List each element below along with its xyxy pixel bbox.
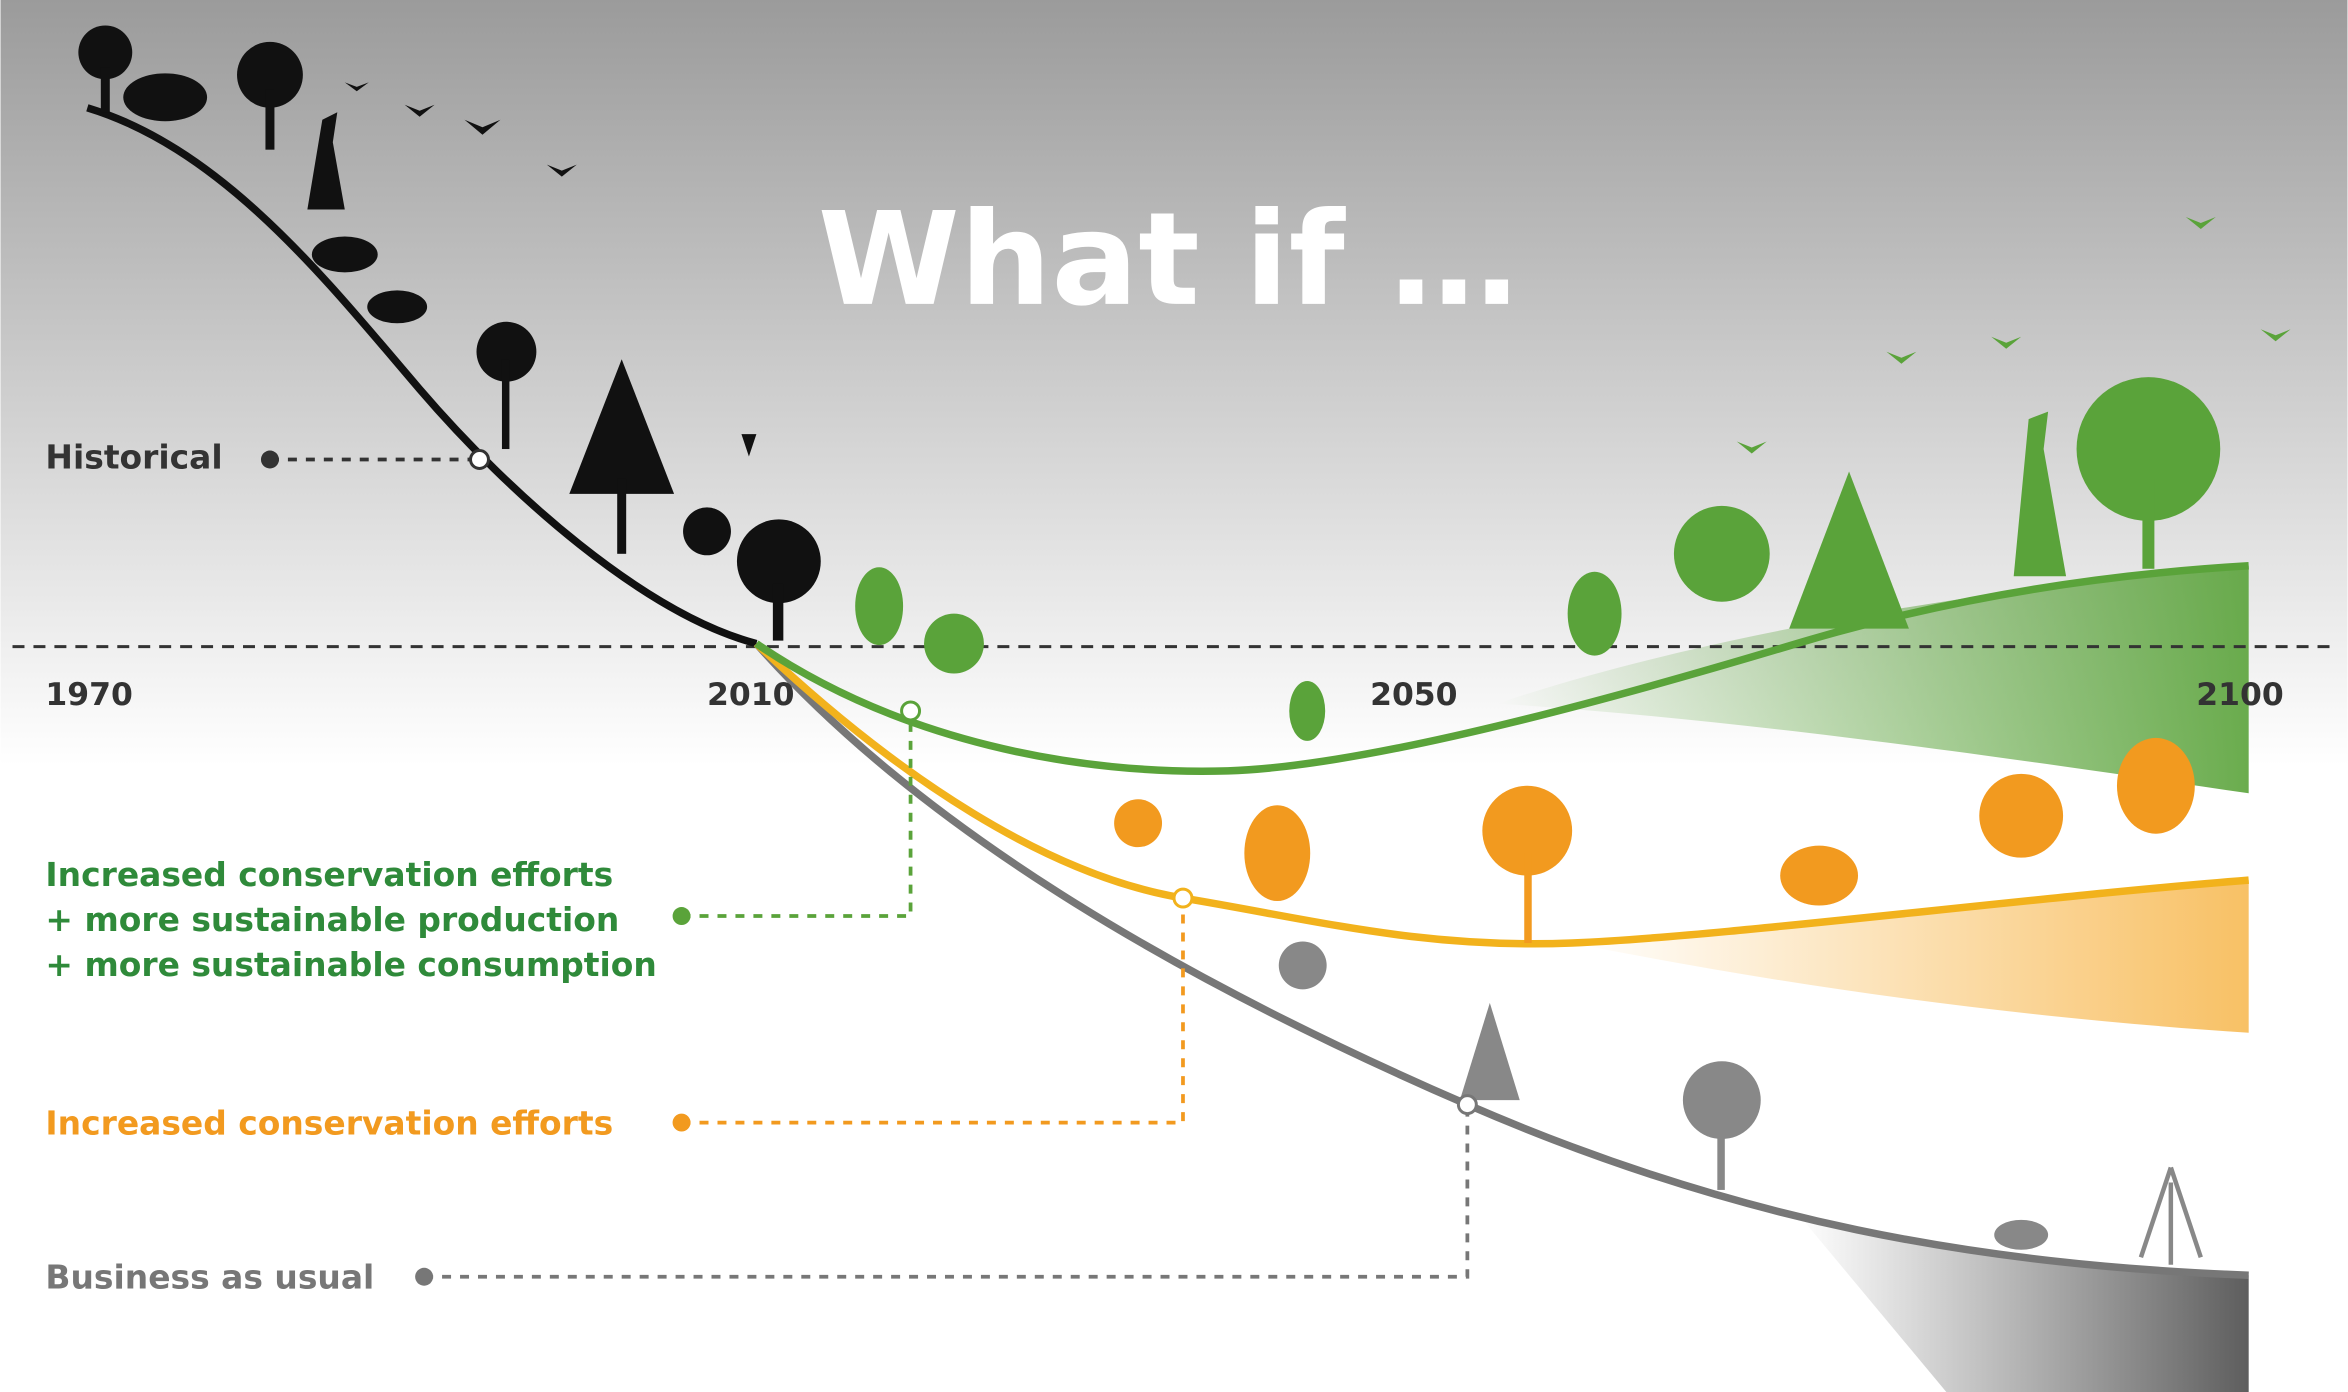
dot	[415, 1268, 433, 1286]
tree	[101, 67, 110, 112]
year-label: 2050	[1370, 677, 1457, 713]
marker	[902, 702, 920, 720]
camel	[1780, 846, 1858, 906]
tree	[502, 359, 509, 449]
dot	[261, 451, 279, 469]
tree	[1568, 572, 1622, 656]
tree	[2142, 479, 2154, 569]
year-label: 2010	[707, 677, 794, 713]
title: What if …	[818, 186, 1518, 335]
tree	[1979, 774, 2063, 858]
year-label: 1970	[45, 677, 132, 713]
scenario-label: Increased conservation efforts	[45, 855, 613, 894]
scenario-label: + more sustainable consumption	[45, 945, 656, 984]
tree	[1279, 941, 1327, 989]
scenario-label: + more sustainable production	[45, 900, 619, 939]
tree	[855, 567, 903, 645]
marker	[471, 451, 489, 469]
animal	[312, 236, 378, 272]
scenario-label: Historical	[45, 437, 222, 476]
tree	[1114, 799, 1162, 847]
tree	[1244, 805, 1310, 901]
marker	[1174, 889, 1192, 907]
tree	[265, 90, 274, 150]
tree	[1674, 506, 1770, 602]
tree	[1524, 853, 1531, 943]
tree	[773, 584, 783, 641]
year-label: 2100	[2196, 677, 2283, 713]
marker	[1458, 1096, 1476, 1114]
elephant	[123, 73, 207, 121]
tree	[924, 614, 984, 674]
scenario-label: Business as usual	[45, 1258, 374, 1297]
dot	[673, 1114, 691, 1132]
scenario-label: Increased conservation efforts	[45, 1104, 613, 1143]
dot	[673, 907, 691, 925]
page: What if … 1970 2010 2050 2100 Historical…	[0, 0, 2348, 1392]
tree	[2117, 738, 2195, 834]
infographic: What if … 1970 2010 2050 2100 Historical…	[0, 0, 2348, 1392]
tree	[617, 479, 626, 554]
tree	[683, 507, 731, 555]
tree	[1717, 1123, 1724, 1190]
tree	[1289, 681, 1325, 741]
animal	[1994, 1220, 2048, 1250]
animal	[367, 290, 427, 323]
